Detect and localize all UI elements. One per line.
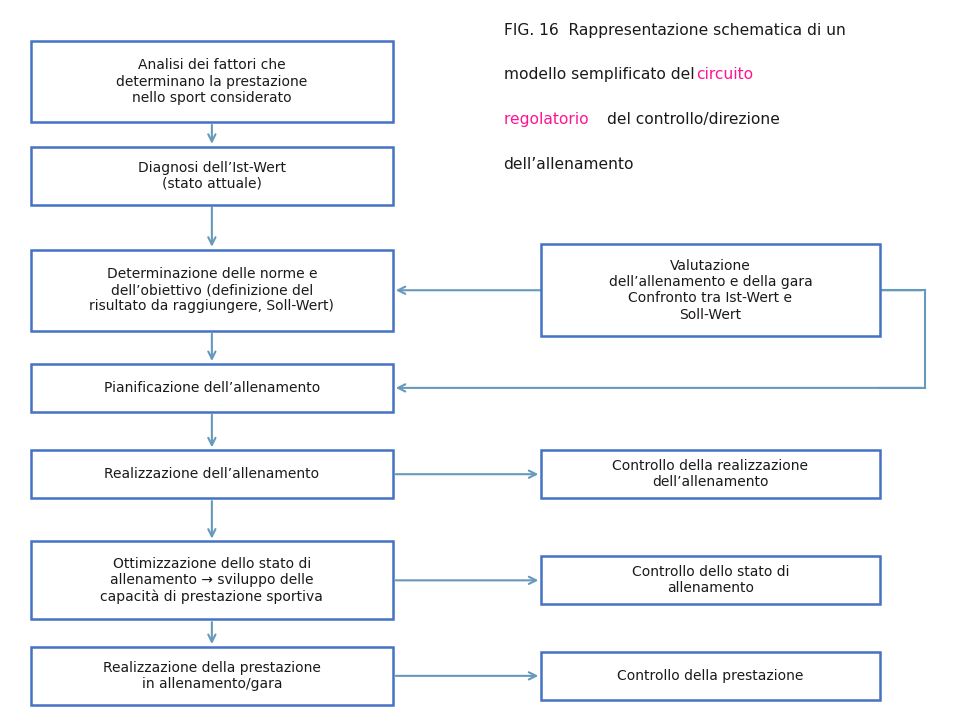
Text: dell’allenamento: dell’allenamento [504,157,634,172]
Text: FIG. 16  Rappresentazione schematica di un: FIG. 16 Rappresentazione schematica di u… [504,23,846,38]
Text: circuito: circuito [696,67,754,82]
Text: Valutazione
dell’allenamento e della gara
Confronto tra Ist-Wert e
Soll-Wert: Valutazione dell’allenamento e della gar… [609,259,812,321]
FancyBboxPatch shape [31,41,393,122]
Text: Analisi dei fattori che
determinano la prestazione
nello sport considerato: Analisi dei fattori che determinano la p… [116,58,307,105]
FancyBboxPatch shape [31,364,393,412]
Text: modello semplificato del: modello semplificato del [504,67,699,82]
Text: Controllo della prestazione: Controllo della prestazione [617,669,804,683]
FancyBboxPatch shape [31,647,393,705]
FancyBboxPatch shape [541,450,879,498]
FancyBboxPatch shape [31,450,393,498]
Text: del controllo/direzione: del controllo/direzione [607,112,780,127]
Text: Determinazione delle norme e
dell’obiettivo (definizione del
risultato da raggiu: Determinazione delle norme e dell’obiett… [89,267,334,313]
Text: regolatorio: regolatorio [504,112,593,127]
FancyBboxPatch shape [541,244,879,336]
Text: Controllo della realizzazione
dell’allenamento: Controllo della realizzazione dell’allen… [612,459,808,490]
Text: Realizzazione dell’allenamento: Realizzazione dell’allenamento [105,467,320,481]
FancyBboxPatch shape [31,542,393,619]
FancyBboxPatch shape [541,556,879,604]
Text: Diagnosi dell’Ist-Wert
(stato attuale): Diagnosi dell’Ist-Wert (stato attuale) [138,160,286,191]
Text: Ottimizzazione dello stato di
allenamento → sviluppo delle
capacità di prestazio: Ottimizzazione dello stato di allenament… [101,557,324,604]
FancyBboxPatch shape [31,250,393,331]
FancyBboxPatch shape [541,652,879,700]
FancyBboxPatch shape [31,147,393,204]
Text: Pianificazione dell’allenamento: Pianificazione dell’allenamento [104,381,320,395]
Text: Realizzazione della prestazione
in allenamento/gara: Realizzazione della prestazione in allen… [103,661,321,691]
Text: Controllo dello stato di
allenamento: Controllo dello stato di allenamento [632,565,789,596]
